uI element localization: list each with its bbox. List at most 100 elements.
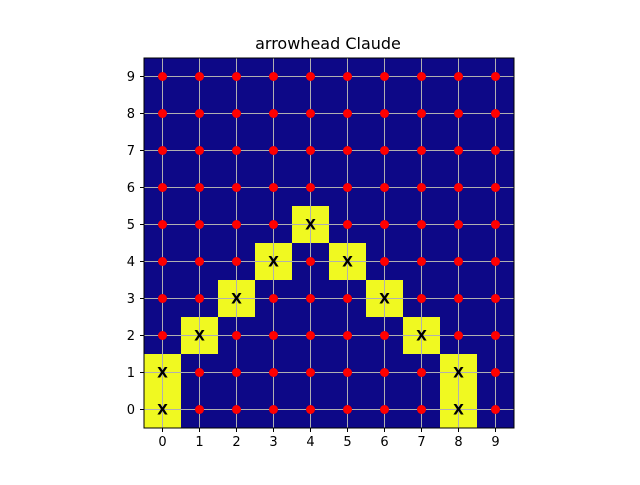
- grid-dot-marker: [417, 183, 426, 192]
- grid-dot-marker: [380, 183, 389, 192]
- x-tick-label: 7: [417, 435, 425, 450]
- x-tick-label: 0: [158, 435, 166, 450]
- grid-dot-marker: [380, 368, 389, 377]
- grid-dot-marker: [306, 294, 315, 303]
- grid-dot-marker: [343, 183, 352, 192]
- cell-x-label: X: [268, 255, 279, 271]
- grid-dot-marker: [380, 405, 389, 414]
- grid-dot-marker: [417, 72, 426, 81]
- x-tick-label: 9: [491, 435, 499, 450]
- grid-dot-marker: [417, 146, 426, 155]
- cell-x-label: X: [453, 403, 464, 419]
- x-tick-label: 1: [195, 435, 203, 450]
- grid-dot-marker: [417, 109, 426, 118]
- grid-dot-marker: [454, 257, 463, 266]
- grid-dot-marker: [269, 220, 278, 229]
- grid-dot-marker: [306, 72, 315, 81]
- x-tick-label: 3: [269, 435, 277, 450]
- grid-dot-marker: [454, 146, 463, 155]
- grid-dot-marker: [232, 405, 241, 414]
- grid-dot-marker: [491, 220, 500, 229]
- grid-dot-marker: [195, 109, 204, 118]
- grid-dot-marker: [454, 183, 463, 192]
- grid-dot-marker: [491, 146, 500, 155]
- grid-dot-marker: [417, 220, 426, 229]
- grid-dot-marker: [269, 405, 278, 414]
- y-tick-label: 5: [127, 218, 135, 233]
- grid-dot-marker: [195, 183, 204, 192]
- grid-dot-marker: [491, 109, 500, 118]
- y-tick-label: 2: [127, 329, 135, 344]
- cell-x-label: X: [157, 366, 168, 382]
- grid-dot-marker: [158, 331, 167, 340]
- plot-area: X X X X X X X X X X X 0 1 2 3 4 5 6 7 8 9 0 1 2 3 4 5 6 7 8 9: [127, 57, 515, 450]
- grid-dot-marker: [195, 405, 204, 414]
- x-tick-label: 5: [343, 435, 351, 450]
- grid-dot-marker: [417, 368, 426, 377]
- x-tick-label: 6: [380, 435, 388, 450]
- grid-dot-marker: [491, 368, 500, 377]
- grid-dot-marker: [158, 294, 167, 303]
- grid-dot-marker: [306, 109, 315, 118]
- y-tick-label: 6: [127, 181, 135, 196]
- grid-dot-marker: [380, 331, 389, 340]
- grid-dot-marker: [306, 183, 315, 192]
- grid-dot-marker: [380, 109, 389, 118]
- grid-dot-marker: [232, 220, 241, 229]
- grid-dot-marker: [417, 257, 426, 266]
- grid-dot-marker: [269, 368, 278, 377]
- y-tick-label: 8: [127, 107, 135, 122]
- grid-dot-marker: [454, 331, 463, 340]
- x-tick-label: 8: [454, 435, 462, 450]
- grid-dot-marker: [343, 109, 352, 118]
- grid-dot-marker: [380, 146, 389, 155]
- cell-x-label: X: [342, 255, 353, 271]
- y-tick-label: 4: [127, 255, 135, 270]
- grid-dot-marker: [417, 405, 426, 414]
- grid-dot-marker: [232, 72, 241, 81]
- grid-dot-marker: [343, 72, 352, 81]
- grid-dot-marker: [232, 331, 241, 340]
- grid-dot-marker: [306, 331, 315, 340]
- cell-x-label: X: [194, 329, 205, 345]
- grid-dot-marker: [232, 146, 241, 155]
- grid-dot-marker: [343, 146, 352, 155]
- grid-dot-marker: [195, 294, 204, 303]
- grid-dot-marker: [158, 220, 167, 229]
- grid-dot-marker: [454, 109, 463, 118]
- x-tick-label: 4: [306, 435, 314, 450]
- cell-x-label: X: [453, 366, 464, 382]
- chart-title: arrowhead Claude: [255, 34, 401, 53]
- grid-dot-marker: [232, 109, 241, 118]
- grid-dot-marker: [269, 331, 278, 340]
- grid-dot-marker: [158, 109, 167, 118]
- grid-dot-marker: [269, 183, 278, 192]
- grid-dot-marker: [269, 72, 278, 81]
- x-tick-label: 2: [232, 435, 240, 450]
- grid-dot-marker: [158, 183, 167, 192]
- cell-x-label: X: [305, 218, 316, 234]
- grid-dot-marker: [454, 220, 463, 229]
- grid-dot-marker: [491, 294, 500, 303]
- grid-dot-marker: [306, 146, 315, 155]
- grid-dot-marker: [195, 220, 204, 229]
- grid-dot-marker: [417, 294, 426, 303]
- grid-dot-marker: [195, 146, 204, 155]
- grid-dot-marker: [491, 405, 500, 414]
- grid-dot-marker: [454, 294, 463, 303]
- grid-dot-marker: [491, 257, 500, 266]
- y-tick-label: 3: [127, 292, 135, 307]
- grid-dot-marker: [380, 72, 389, 81]
- grid-dot-marker: [343, 405, 352, 414]
- grid-dot-marker: [269, 294, 278, 303]
- grid-dot-marker: [343, 368, 352, 377]
- grid-dot-marker: [232, 368, 241, 377]
- grid-dot-marker: [343, 220, 352, 229]
- grid-dot-marker: [491, 72, 500, 81]
- grid-dot-marker: [306, 405, 315, 414]
- grid-dot-marker: [195, 257, 204, 266]
- grid-dot-marker: [158, 72, 167, 81]
- grid-dot-marker: [232, 183, 241, 192]
